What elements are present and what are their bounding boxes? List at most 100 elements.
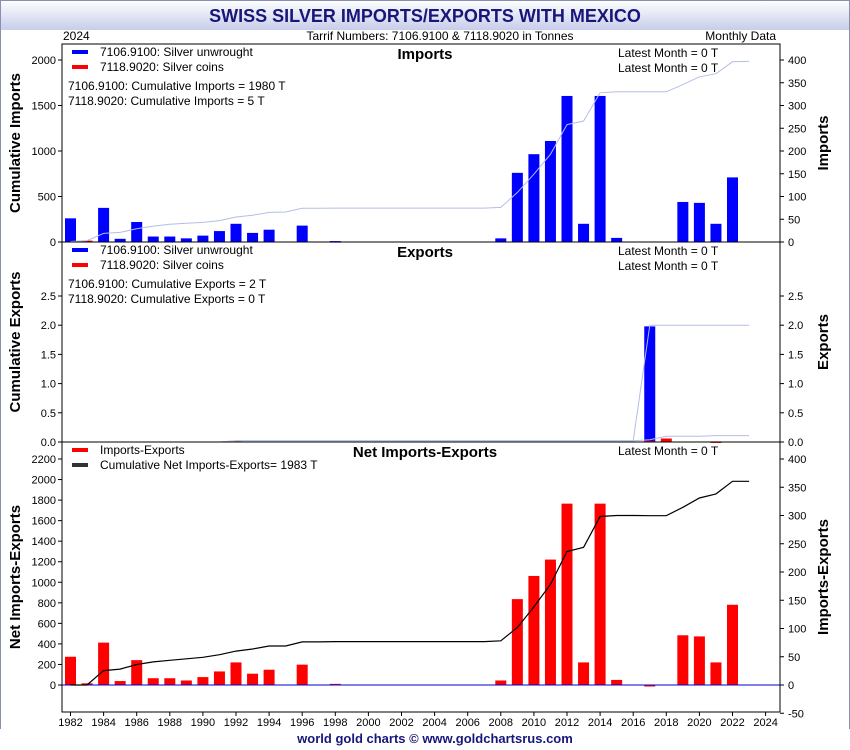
chart-title: SWISS SILVER IMPORTS/EXPORTS WITH MEXICO: [209, 6, 641, 26]
right-tick-label: 350: [788, 78, 806, 90]
bar-net: [131, 660, 143, 685]
right-tick-label: 150: [788, 169, 806, 181]
bar-net: [296, 664, 308, 685]
latest-month-label: Latest Month = 0 T: [618, 244, 719, 258]
bar-net: [561, 503, 573, 685]
right-tick-label: 250: [788, 539, 806, 551]
left-tick-label: 2.0: [41, 320, 56, 332]
cumulative-note: 7118.9020: Cumulative Exports = 0 T: [68, 292, 266, 306]
x-tick-label: 1984: [91, 717, 115, 729]
x-tick-label: 1994: [257, 717, 281, 729]
left-tick-label: 1000: [32, 146, 56, 158]
bar-net: [197, 677, 209, 685]
x-tick-label: 2018: [654, 717, 678, 729]
bar-imports: [81, 240, 93, 243]
x-tick-label: 1986: [124, 717, 148, 729]
legend-label: 7106.9100: Silver unwrought: [100, 45, 253, 59]
right-axis-title-net: Imports-Exports: [815, 519, 832, 635]
bar-net: [114, 681, 126, 685]
legend-swatch: [72, 463, 88, 467]
left-tick-label: 0.5: [41, 408, 56, 420]
latest-month-label: Latest Month = 0 T: [618, 259, 719, 273]
x-tick-label: 1996: [290, 717, 314, 729]
x-tick-label: 1990: [191, 717, 215, 729]
bar-imports: [180, 238, 192, 242]
legend-swatch: [72, 65, 88, 69]
left-tick-label: 1200: [32, 557, 56, 569]
bar-net: [263, 669, 275, 685]
cumulative-note: 7106.9100: Cumulative Exports = 2 T: [68, 277, 267, 291]
bar-net: [495, 680, 507, 685]
bar-net: [230, 662, 242, 685]
x-tick-label: 1998: [323, 717, 347, 729]
bar-imports: [677, 201, 689, 242]
cumulative-note: 7118.9020: Cumulative Imports = 5 T: [68, 94, 265, 108]
left-tick-label: 2000: [32, 55, 56, 67]
bar-imports: [197, 235, 209, 242]
bar-net: [727, 604, 738, 685]
bar-imports: [164, 236, 176, 242]
bar-imports: [213, 231, 225, 242]
bar-exports: [660, 438, 672, 442]
bar-imports: [98, 207, 110, 242]
panel-title-exports: Exports: [397, 244, 453, 261]
bar-imports: [578, 223, 590, 242]
left-tick-label: 0: [50, 680, 56, 692]
year-label: 2024: [63, 29, 90, 43]
legend-swatch: [72, 248, 88, 252]
legend-swatch: [72, 448, 88, 452]
bar-imports: [561, 95, 573, 242]
right-tick-label: 200: [788, 567, 806, 579]
left-tick-label: 600: [38, 618, 56, 630]
x-tick-label: 2002: [389, 717, 413, 729]
left-tick-label: 800: [38, 598, 56, 610]
left-tick-label: 0.0: [41, 437, 56, 449]
bar-net: [677, 635, 689, 685]
bar-imports: [247, 232, 259, 242]
bar-net: [147, 678, 159, 685]
bar-imports: [710, 223, 722, 242]
left-tick-label: 1.5: [41, 349, 56, 361]
latest-month-label: Latest Month = 0 T: [618, 61, 719, 75]
x-tick-label: 2004: [422, 717, 446, 729]
left-tick-label: 1.0: [41, 379, 56, 391]
bar-net: [528, 575, 540, 685]
bar-exports: [644, 326, 656, 442]
right-tick-label: 400: [788, 55, 806, 67]
bar-net: [164, 678, 176, 685]
bar-net: [644, 685, 656, 687]
right-tick-label: 0: [788, 237, 794, 249]
right-tick-label: -50: [788, 708, 804, 720]
left-tick-label: 2.5: [41, 291, 56, 303]
legend-label: 7118.9020: Silver coins: [100, 258, 224, 272]
right-tick-label: 1.5: [788, 349, 803, 361]
panel-frame-net: [61, 441, 781, 713]
bar-net: [81, 683, 93, 685]
title-band: [0, 0, 850, 30]
left-tick-label: 1800: [32, 495, 56, 507]
right-tick-label: 200: [788, 146, 806, 158]
monthly-label: Monthly Data: [705, 29, 776, 43]
x-tick-label: 1992: [224, 717, 248, 729]
bar-imports: [594, 95, 606, 242]
legend-swatch: [72, 263, 88, 267]
bar-net: [213, 671, 225, 685]
x-tick-label: 2024: [753, 717, 777, 729]
cumulative-line-net: [70, 480, 750, 686]
x-tick-label: 2014: [588, 717, 612, 729]
left-tick-label: 400: [38, 639, 56, 651]
bar-imports: [727, 177, 738, 242]
right-tick-label: 0.5: [788, 408, 803, 420]
x-tick-label: 1988: [158, 717, 182, 729]
legend-swatch: [72, 50, 88, 54]
bar-net: [693, 636, 705, 685]
panel-title-imports: Imports: [397, 46, 452, 63]
right-tick-label: 100: [788, 192, 806, 204]
right-tick-label: 300: [788, 101, 806, 113]
left-axis-title-net: Net Imports-Exports: [7, 505, 24, 649]
right-tick-label: 150: [788, 595, 806, 607]
right-tick-label: 250: [788, 123, 806, 135]
